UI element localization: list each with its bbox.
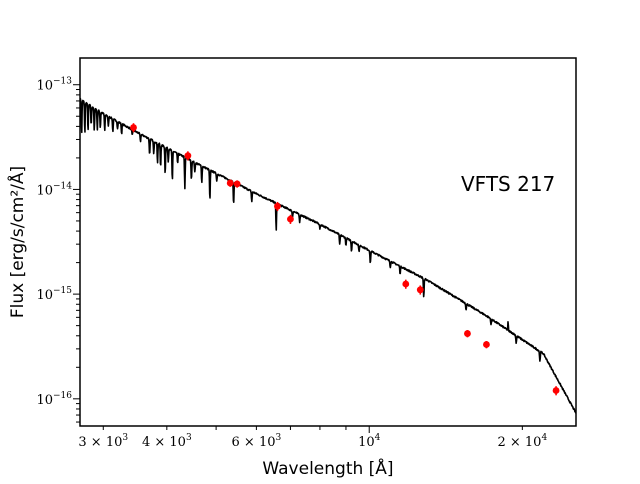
point-marker [233, 180, 241, 188]
x-tick-label: 6 × 103 [232, 433, 282, 450]
point-marker [483, 341, 490, 348]
photometry-point [416, 285, 424, 295]
x-axis-ticks: 3 × 103 4 × 103 6 × 103 104 2 × 104 [78, 426, 547, 450]
x-tick-label: 2 × 104 [497, 433, 547, 450]
point-marker [274, 202, 281, 210]
photometry-point [287, 214, 294, 224]
plot-frame [79, 57, 577, 427]
model-spectrum-line [80, 97, 576, 414]
point-marker [464, 330, 471, 337]
photometry-point [483, 341, 490, 349]
photometry-point [130, 123, 137, 133]
y-tick-label: 10−15 [36, 286, 72, 303]
photometry-point [226, 179, 234, 187]
photometry-point [233, 180, 241, 188]
photometry-point [274, 201, 281, 212]
photometry-point [402, 279, 410, 289]
star-name-annotation: VFTS 217 [461, 172, 555, 196]
photometry-point [464, 330, 471, 338]
photometry-layer [130, 123, 560, 396]
y-tick-label: 10−13 [36, 77, 72, 94]
x-tick-label: 3 × 103 [78, 433, 128, 450]
point-marker [552, 387, 560, 394]
point-marker [130, 124, 137, 131]
point-marker [184, 152, 192, 160]
y-tick-label: 10−14 [36, 181, 72, 198]
x-tick-label: 104 [358, 433, 381, 450]
point-marker [226, 179, 234, 187]
y-tick-label: 10−16 [36, 391, 72, 408]
photometry-point [184, 151, 192, 161]
model-spectrum-layer [80, 97, 576, 414]
point-marker [402, 280, 410, 288]
x-axis-label: Wavelength [Å] [262, 457, 393, 479]
point-marker [416, 286, 424, 294]
point-marker [287, 215, 294, 223]
photometry-point [552, 386, 560, 396]
y-axis-ticks: 10−16 10−15 10−14 10−13 [36, 77, 80, 423]
y-axis-label: Flux [erg/s/cm²/Å] [6, 166, 28, 318]
x-tick-label: 4 × 103 [142, 433, 192, 450]
